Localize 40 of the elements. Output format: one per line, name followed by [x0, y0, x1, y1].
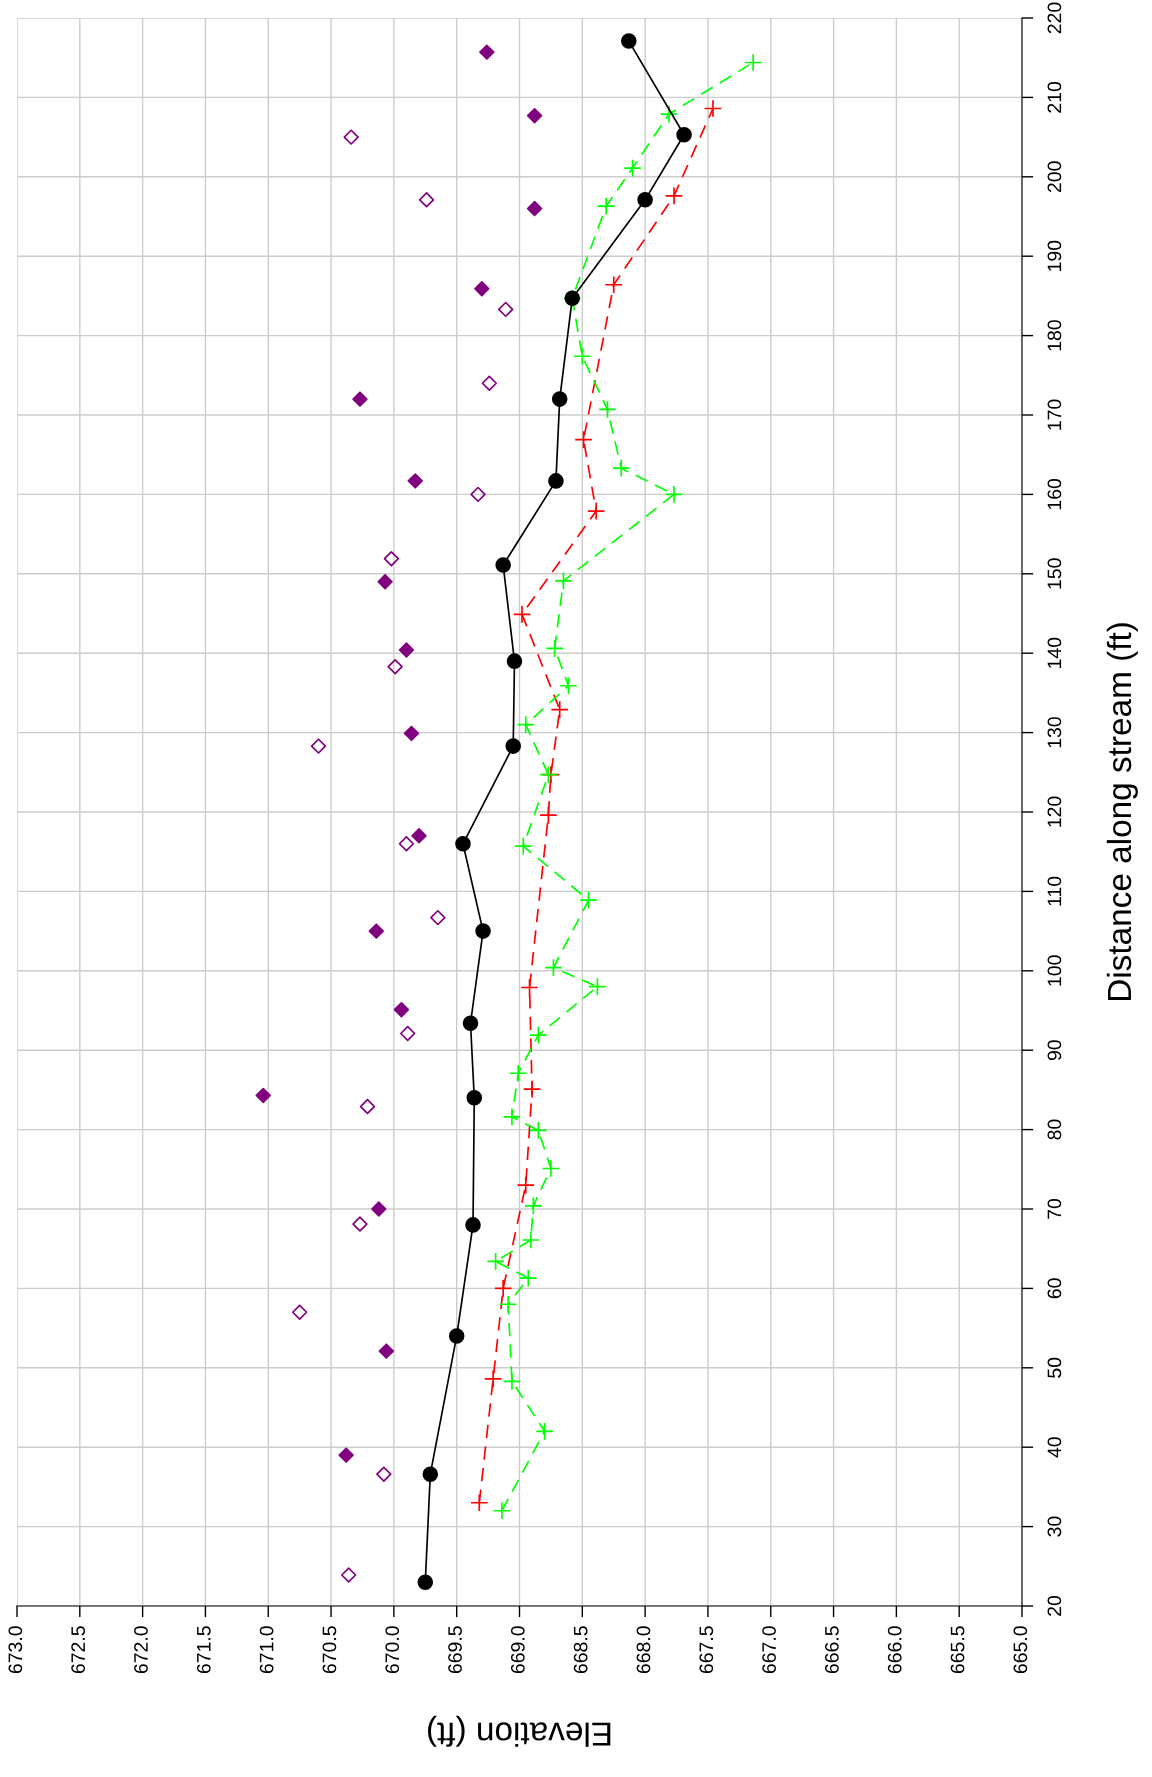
x-tick-label: 668.5	[573, 1626, 588, 1674]
y-tick-label: 130	[1047, 717, 1062, 748]
x-tick-label: 666.5	[825, 1626, 839, 1674]
x-tick-label: 671.5	[196, 1626, 211, 1674]
x-tick-label: 667.0	[762, 1626, 776, 1674]
y-tick-label: 60	[1047, 1278, 1062, 1299]
x-tick-label: 672.0	[134, 1626, 148, 1674]
y-tick-label: 50	[1047, 1357, 1062, 1378]
x-tick-label: 665.5	[950, 1626, 965, 1674]
x-tick-label: 669.5	[448, 1626, 462, 1674]
y-tick-label: 120	[1047, 796, 1062, 827]
y-tick-label: 40	[1047, 1437, 1062, 1458]
x-tick-label: 668.0	[636, 1626, 651, 1674]
y-tick-label: 180	[1047, 320, 1062, 351]
y-tick-label: 160	[1047, 478, 1062, 510]
y-tick-label: 70	[1047, 1198, 1062, 1219]
x-tick-label: 673.0	[8, 1626, 23, 1674]
y-tick-label: 20	[1047, 1595, 1062, 1616]
y-tick-label: 200	[1047, 161, 1062, 193]
y-tick-label: 210	[1047, 81, 1062, 113]
x-tick-label: 670.5	[322, 1626, 337, 1674]
x-tick-label: 671.0	[259, 1626, 274, 1674]
x-axis-title: Elevation (ft)	[428, 1715, 611, 1747]
y-tick-label: 150	[1047, 558, 1062, 589]
y-tick-label: 90	[1047, 1040, 1062, 1061]
y-tick-label: 190	[1047, 240, 1062, 271]
y-tick-label: 80	[1047, 1119, 1062, 1140]
x-tick-label: 665.0	[1013, 1626, 1028, 1674]
x-tick-label: 672.5	[71, 1626, 86, 1674]
x-tick-label: 669.0	[510, 1626, 525, 1674]
y-axis-title: Distance along stream (ft)	[1106, 623, 1138, 1001]
x-tick-label: 670.0	[385, 1626, 400, 1674]
y-tick-label: 140	[1047, 637, 1062, 668]
x-tick-label: 667.5	[699, 1626, 714, 1674]
y-tick-label: 30	[1047, 1516, 1062, 1537]
y-tick-label: 110	[1047, 876, 1062, 906]
x-tick-label: 666.0	[887, 1626, 902, 1674]
y-tick-label: 220	[1047, 2, 1062, 34]
y-tick-label: 170	[1047, 399, 1062, 430]
y-tick-label: 100	[1047, 955, 1062, 986]
